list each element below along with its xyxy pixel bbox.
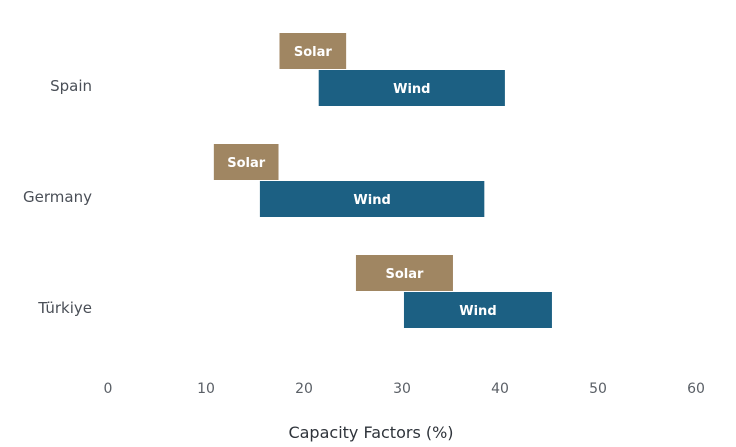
bar-label-wind-germany: Wind [353,193,390,208]
bar-solar-germany [213,144,279,180]
x-tick-label-0: 0 [104,381,113,397]
bar-label-wind-spain: Wind [393,82,430,97]
x-tick-label-60: 60 [687,381,705,397]
x-tick-label-20: 20 [295,381,313,397]
category-label-turkiye: Türkiye [37,299,92,317]
x-tick-label-30: 30 [393,381,411,397]
category-label-spain: Spain [50,77,92,95]
bar-label-solar-spain: Solar [294,45,333,60]
bars-layer: Solar Wind Solar Wind Solar Wind [213,33,552,328]
x-tick-label-40: 40 [491,381,509,397]
bar-wind-turkiye [403,292,552,328]
bar-wind-spain [318,70,505,106]
bar-label-solar-germany: Solar [227,156,266,171]
category-labels: Spain Germany Türkiye [23,77,92,317]
x-tick-label-50: 50 [589,381,607,397]
bar-wind-germany [259,181,485,217]
bar-solar-turkiye [355,255,453,291]
x-tick-label-10: 10 [197,381,215,397]
category-label-germany: Germany [23,188,92,206]
bar-label-solar-turkiye: Solar [385,267,424,282]
bar-solar-spain [279,33,347,69]
x-axis-title: Capacity Factors (%) [288,423,453,442]
bar-label-wind-turkiye: Wind [459,304,496,319]
x-axis-ticks: 0 10 20 30 40 50 60 [104,381,705,397]
